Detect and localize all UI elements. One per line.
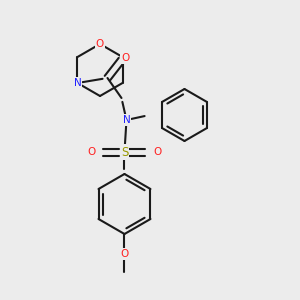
Text: O: O bbox=[122, 53, 130, 63]
Text: S: S bbox=[121, 146, 128, 158]
Text: O: O bbox=[96, 39, 104, 49]
Text: O: O bbox=[120, 249, 129, 259]
Text: N: N bbox=[74, 78, 81, 88]
Text: O: O bbox=[87, 147, 96, 157]
Text: O: O bbox=[153, 147, 162, 157]
Text: N: N bbox=[123, 115, 130, 125]
